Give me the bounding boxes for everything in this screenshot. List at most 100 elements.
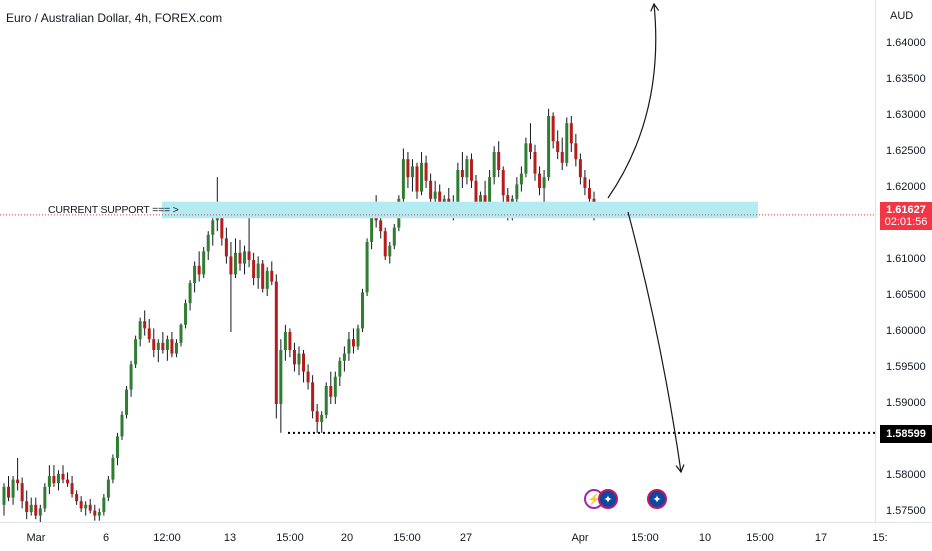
candle <box>84 501 88 516</box>
candle <box>587 179 591 206</box>
candle <box>311 375 315 419</box>
bearish-arrow <box>627 211 685 474</box>
candle <box>283 324 287 361</box>
candle <box>465 155 469 185</box>
candle <box>556 130 560 160</box>
candle <box>547 108 551 181</box>
candle <box>274 274 278 419</box>
candle <box>143 310 147 336</box>
candle <box>170 332 174 358</box>
candle <box>66 472 70 487</box>
candle <box>111 454 115 484</box>
chart-area[interactable]: Euro / Australian Dollar, 4h, FOREX.com … <box>0 0 875 522</box>
time-tick-label: 6 <box>102 532 110 544</box>
candle <box>193 261 197 293</box>
candle <box>70 476 74 498</box>
candle <box>184 299 188 329</box>
candle <box>134 335 138 368</box>
candle <box>429 173 433 206</box>
time-axis[interactable]: Mar 6 12:00 13 15:00 20 15:00 27 Apr 15:00 10 15:00… <box>0 522 932 551</box>
time-tick-label: 15:00 <box>393 532 421 544</box>
candle <box>75 490 79 505</box>
price-tick-label: 1.59500 <box>886 361 926 373</box>
candle <box>52 465 56 487</box>
price-tick-label: 1.62500 <box>886 145 926 157</box>
candle <box>320 411 324 433</box>
candle <box>243 245 247 275</box>
candle <box>392 224 396 250</box>
candle <box>515 177 519 206</box>
candle <box>533 144 537 181</box>
candle <box>120 411 124 440</box>
candle <box>578 153 582 185</box>
candle <box>147 319 151 343</box>
candle <box>351 328 355 354</box>
bar-countdown: 02:01:56 <box>884 215 928 228</box>
candle <box>97 508 101 521</box>
candle <box>460 152 464 188</box>
candle <box>361 288 365 332</box>
candle <box>156 339 160 363</box>
candle <box>420 152 424 196</box>
candle <box>265 267 269 296</box>
candle <box>270 261 274 286</box>
candle <box>233 238 237 278</box>
candle <box>424 155 428 188</box>
candle <box>497 141 501 178</box>
price-tick-label: 1.59000 <box>886 397 926 409</box>
candle <box>161 332 165 354</box>
candle <box>302 350 306 383</box>
time-tick-label: 15:00 <box>276 532 304 544</box>
price-tick-label: 1.61000 <box>886 253 926 265</box>
price-tick-label: 1.63500 <box>886 73 926 85</box>
price-tick-label: 1.60500 <box>886 289 926 301</box>
price-tick-label: 1.57500 <box>886 505 926 517</box>
candle <box>20 477 24 509</box>
candle <box>410 159 414 192</box>
australia-flag-icon[interactable]: ✦ <box>647 489 667 509</box>
candle <box>224 227 228 264</box>
candle <box>501 166 505 203</box>
candle <box>202 247 206 278</box>
candle <box>29 497 33 516</box>
candle <box>34 497 38 520</box>
candle <box>188 280 192 311</box>
candle <box>38 504 42 522</box>
candle <box>247 216 251 268</box>
candle <box>469 153 473 188</box>
candle <box>329 371 333 404</box>
price-tick-label: 1.64000 <box>886 37 926 49</box>
price-tick-label: 1.58000 <box>886 469 926 481</box>
candle <box>16 458 20 491</box>
candle <box>238 239 242 271</box>
price-tick-label: 1.62000 <box>886 181 926 193</box>
time-tick-label: Apr <box>571 532 589 544</box>
candle <box>152 328 156 358</box>
candle <box>333 371 337 404</box>
candle <box>297 346 301 376</box>
candle <box>356 324 360 350</box>
support-level-tag: 1.58599 <box>880 425 932 443</box>
candle <box>306 364 310 390</box>
candle <box>43 483 47 512</box>
candle <box>538 166 542 196</box>
time-tick-label: 13 <box>223 532 237 544</box>
australia-flag-icon[interactable]: ✦ <box>598 489 618 509</box>
time-tick-label: Mar <box>26 532 46 544</box>
candle <box>365 238 369 296</box>
candle <box>165 335 169 361</box>
candle <box>565 117 569 167</box>
candle <box>569 116 573 152</box>
candle <box>388 242 392 264</box>
candlestick-chart[interactable] <box>0 0 875 522</box>
candle <box>7 476 11 502</box>
candle <box>324 382 328 419</box>
candle <box>279 339 283 433</box>
time-tick-label: 15: <box>872 532 888 544</box>
candle <box>574 134 578 167</box>
candle <box>125 386 129 419</box>
candle <box>93 504 97 521</box>
candle <box>383 227 387 260</box>
candle <box>406 152 410 188</box>
candle <box>79 496 83 512</box>
